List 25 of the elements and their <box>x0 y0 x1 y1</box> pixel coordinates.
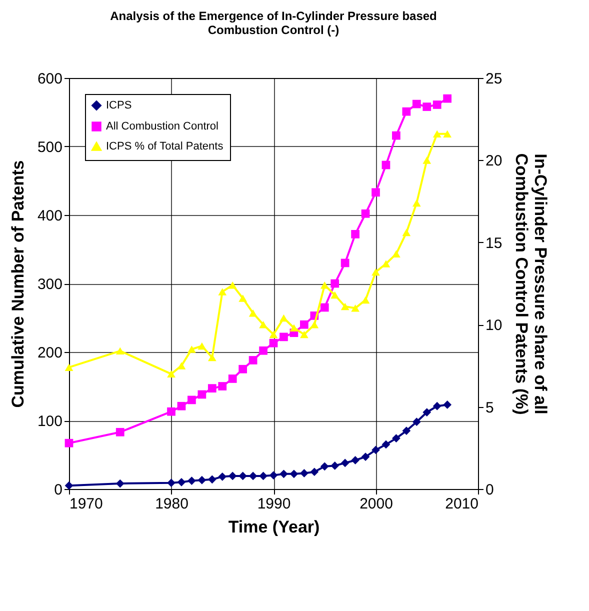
y2-tick-label: 5 <box>486 399 494 416</box>
legend-label: ICPS <box>106 100 132 112</box>
y-tick-label: 600 <box>37 70 62 88</box>
x-tick-label: 1990 <box>257 496 291 512</box>
y-tick-label: 0 <box>54 482 62 498</box>
legend-label: ICPS % of Total Patents <box>106 140 224 152</box>
y-tick-label: 500 <box>37 139 62 156</box>
y2-tick-label: 25 <box>486 70 502 88</box>
x-tick-label: 2010 <box>445 496 478 512</box>
y2-tick-label: 20 <box>486 152 502 170</box>
y2-tick-label: 10 <box>486 317 502 334</box>
y2-tick-label: 15 <box>486 234 502 252</box>
chart-title: Analysis of the Emergence of In-Cylinder Pressure based Combustion Control (-) <box>110 9 437 37</box>
y-tick-label: 400 <box>37 208 62 224</box>
y-tick-label: 200 <box>37 344 62 362</box>
y2-axis-title: In-Cylinder Pressure share of all Combustion Control Patents (%) <box>512 153 550 415</box>
x-tick-label: 1970 <box>70 496 103 512</box>
legend-label: All Combustion Control <box>106 120 218 132</box>
y2-tick-label: 0 <box>486 482 494 498</box>
x-tick-label: 1980 <box>155 496 188 512</box>
x-axis-title: Time (Year) <box>228 518 320 536</box>
x-tick-label: 2000 <box>360 496 393 512</box>
y-tick-label: 100 <box>37 413 62 430</box>
y-tick-label: 300 <box>37 276 62 293</box>
y-axis-title: Cumulative Number of Patents <box>8 160 28 408</box>
